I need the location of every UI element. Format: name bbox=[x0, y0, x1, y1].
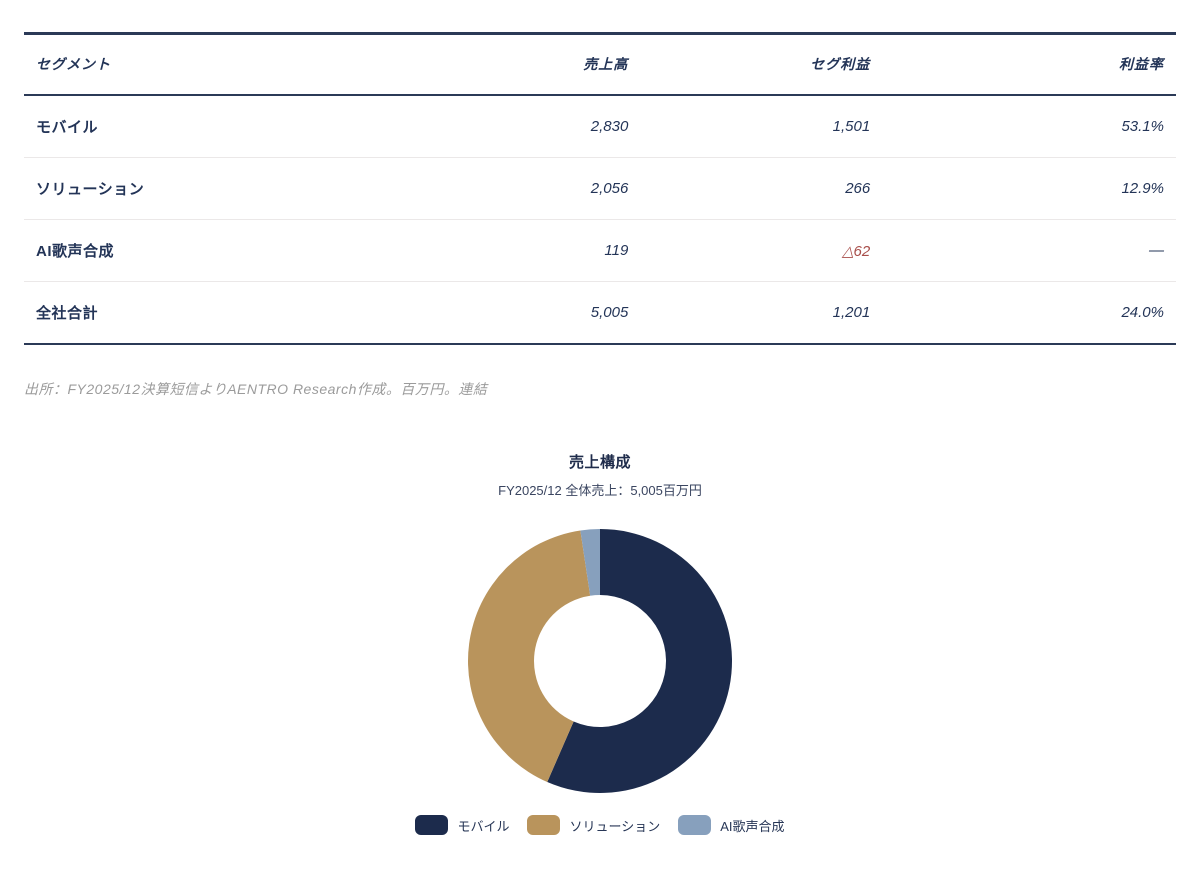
donut-slice-0[interactable] bbox=[547, 529, 733, 793]
donut-slice-1[interactable] bbox=[468, 530, 591, 782]
chart-legend: モバイル ソリューション AI歌声合成 bbox=[0, 815, 1200, 835]
donut-slice-2[interactable] bbox=[580, 529, 600, 596]
table-row-ai-vocal: AI歌声合成 119 △62 — bbox=[24, 219, 1176, 282]
legend-label: モバイル bbox=[457, 818, 510, 834]
header-margin: 利益率 bbox=[882, 33, 1176, 96]
cell-profit: 1,501 bbox=[640, 95, 883, 158]
table-header-row: セグメント 売上高 セグ利益 利益率 bbox=[24, 33, 1176, 96]
legend-label: ソリューション bbox=[569, 818, 661, 834]
header-profit: セグ利益 bbox=[640, 33, 883, 96]
segment-results-table: セグメント 売上高 セグ利益 利益率 モバイル 2,830 1,501 53.1… bbox=[24, 32, 1176, 345]
donut-chart-area bbox=[0, 527, 1200, 795]
cell-revenue: 119 bbox=[409, 219, 641, 282]
table-row-total: 全社合計 5,005 1,201 24.0% bbox=[24, 281, 1176, 345]
cell-segment: ソリューション bbox=[24, 157, 410, 220]
chart-subtitle: FY2025/12 全体売上：5,005百万円 bbox=[498, 483, 702, 498]
legend-item-solution[interactable]: ソリューション bbox=[527, 815, 660, 835]
donut-chart[interactable] bbox=[466, 527, 734, 795]
cell-margin: 24.0% bbox=[882, 281, 1176, 345]
revenue-composition-chart: 売上構成 FY2025/12 全体売上：5,005百万円 モバイル ソリューショ… bbox=[0, 451, 1200, 835]
legend-item-ai-vocal[interactable]: AI歌声合成 bbox=[678, 815, 785, 835]
legend-label: AI歌声合成 bbox=[720, 818, 785, 834]
chart-title: 売上構成 bbox=[568, 454, 631, 471]
cell-margin: — bbox=[882, 219, 1176, 282]
cell-margin: 12.9% bbox=[882, 157, 1176, 220]
cell-profit: 1,201 bbox=[640, 281, 883, 345]
header-revenue: 売上高 bbox=[409, 33, 641, 96]
cell-revenue: 5,005 bbox=[409, 281, 641, 345]
legend-swatch-mobile bbox=[415, 815, 449, 835]
cell-segment: モバイル bbox=[24, 95, 410, 158]
cell-revenue: 2,830 bbox=[409, 95, 641, 158]
cell-margin: 53.1% bbox=[882, 95, 1176, 158]
source-note: 出所：FY2025/12決算短信よりAENTRO Research作成。百万円。… bbox=[24, 381, 488, 397]
cell-revenue: 2,056 bbox=[409, 157, 641, 220]
cell-segment: AI歌声合成 bbox=[24, 219, 410, 282]
legend-swatch-solution bbox=[527, 815, 561, 835]
table-row-mobile: モバイル 2,830 1,501 53.1% bbox=[24, 95, 1176, 158]
cell-profit-negative: △62 bbox=[640, 219, 883, 282]
segment-table-container: セグメント 売上高 セグ利益 利益率 モバイル 2,830 1,501 53.1… bbox=[24, 32, 1176, 345]
legend-swatch-ai-vocal bbox=[678, 815, 712, 835]
table-row-solution: ソリューション 2,056 266 12.9% bbox=[24, 157, 1176, 220]
cell-segment: 全社合計 bbox=[24, 281, 410, 345]
header-segment: セグメント bbox=[24, 33, 410, 96]
legend-item-mobile[interactable]: モバイル bbox=[415, 815, 509, 835]
cell-profit: 266 bbox=[640, 157, 883, 220]
